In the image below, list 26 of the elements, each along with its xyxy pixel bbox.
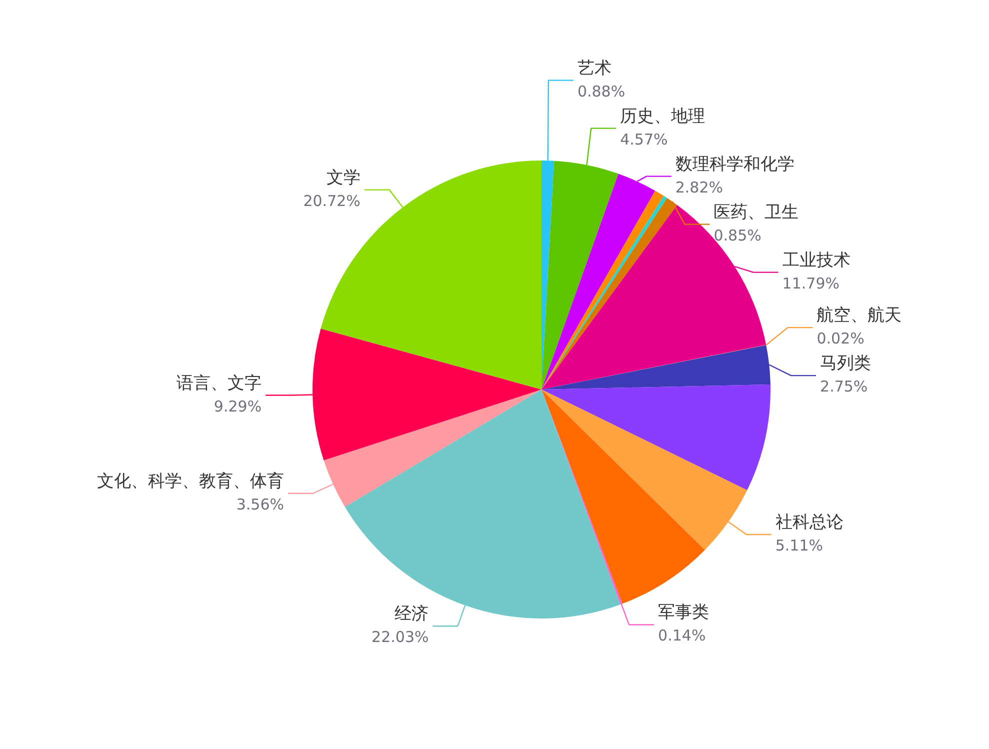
data-label: 0.85% xyxy=(714,226,762,244)
slice-label: 文学 xyxy=(326,168,360,188)
data-label: 3.56% xyxy=(236,495,284,514)
data-label: 5.11% xyxy=(775,536,824,555)
data-label: 0.88% xyxy=(577,82,626,100)
slice-label: 语言、文字 xyxy=(176,373,262,394)
slice-label: 文化、科学、教育、体育 xyxy=(97,471,284,492)
data-label: 2.82% xyxy=(675,178,724,196)
data-label: 22.03% xyxy=(372,628,429,646)
slice-label: 马列类 xyxy=(820,354,872,374)
slice-label: 工业技术 xyxy=(782,250,850,270)
slice-label: 航空、航天 xyxy=(816,306,902,326)
data-label: 0.14% xyxy=(658,626,706,645)
slice-label: 社科总论 xyxy=(775,512,844,533)
data-label: 0.02% xyxy=(816,330,864,348)
slice-label: 医药、卫生 xyxy=(714,202,799,222)
data-label: 11.79% xyxy=(782,274,840,292)
data-label: 2.75% xyxy=(820,378,868,396)
slice-label: 数理科学和化学 xyxy=(675,154,794,174)
slice-label: 历史、地理 xyxy=(620,106,706,126)
data-label: 9.29% xyxy=(214,397,262,416)
data-label: 20.72% xyxy=(303,192,360,210)
data-label: 4.57% xyxy=(620,130,668,148)
slice-label: 军事类 xyxy=(658,602,710,623)
slice-label: 艺术 xyxy=(577,58,612,78)
slice-label: 经济 xyxy=(394,604,429,624)
